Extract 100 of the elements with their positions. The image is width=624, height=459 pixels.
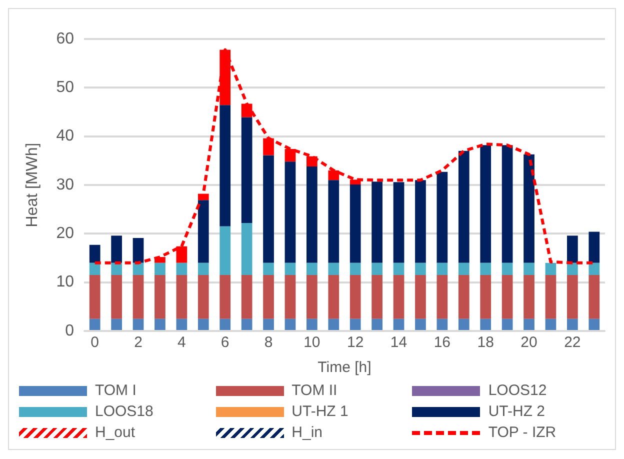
bar xyxy=(284,162,296,263)
x-tick-label: 16 xyxy=(434,334,451,352)
bar xyxy=(220,105,231,226)
bar xyxy=(458,262,470,276)
bar xyxy=(567,236,578,263)
bar xyxy=(502,262,513,276)
bar xyxy=(524,262,534,276)
bar xyxy=(263,138,274,156)
bar xyxy=(393,275,404,319)
bar xyxy=(567,275,578,319)
bar xyxy=(220,275,231,319)
x-tick-label: 22 xyxy=(564,334,581,352)
bar xyxy=(350,275,361,319)
legend-label: TOM I xyxy=(95,382,136,399)
bar xyxy=(524,275,534,319)
bar xyxy=(502,145,513,263)
bar xyxy=(263,262,274,276)
x-tick-label: 2 xyxy=(134,334,142,352)
bar xyxy=(284,262,296,276)
bar xyxy=(328,318,340,330)
y-axis-title: Heat [MWh] xyxy=(24,142,42,228)
legend-label: UT-HZ 1 xyxy=(292,403,348,420)
x-tick-label: 0 xyxy=(90,334,100,352)
bar xyxy=(545,275,556,319)
bar xyxy=(306,262,318,276)
bar xyxy=(350,180,361,185)
bar xyxy=(306,275,318,319)
bar xyxy=(567,318,578,330)
bar xyxy=(524,318,534,330)
bar xyxy=(480,145,492,263)
y-tick-label: 60 xyxy=(56,30,74,48)
bar xyxy=(132,275,144,319)
bar xyxy=(132,318,144,330)
bar xyxy=(132,262,144,276)
bar xyxy=(372,275,382,319)
legend-label: TOM II xyxy=(292,382,338,399)
bar xyxy=(436,318,448,330)
bar xyxy=(372,318,382,330)
bar xyxy=(111,275,122,319)
bar xyxy=(306,166,318,263)
x-tick-label: 18 xyxy=(477,334,494,352)
bar xyxy=(284,318,296,330)
bar xyxy=(350,262,361,276)
bar xyxy=(350,184,361,263)
x-tick-label: 10 xyxy=(304,334,320,352)
bar xyxy=(328,180,340,263)
bar xyxy=(567,262,578,276)
bar xyxy=(198,318,209,330)
bar xyxy=(241,318,252,330)
bar xyxy=(263,275,274,319)
bar xyxy=(328,170,340,180)
bar xyxy=(284,148,296,162)
bar xyxy=(89,318,100,330)
bar xyxy=(415,262,426,276)
bar xyxy=(415,180,426,263)
x-tick-label: 20 xyxy=(520,334,538,352)
bar xyxy=(588,275,600,319)
legend-label: H_out xyxy=(95,424,136,441)
legend-label: LOOS12 xyxy=(488,382,547,399)
bar xyxy=(132,238,144,263)
bar xyxy=(241,222,252,276)
bar xyxy=(415,318,426,330)
legend-label: LOOS18 xyxy=(95,403,154,420)
bar xyxy=(154,318,166,330)
bar xyxy=(328,275,340,319)
bar xyxy=(436,172,448,263)
bar xyxy=(436,275,448,319)
bar xyxy=(372,182,382,263)
bar xyxy=(588,318,600,330)
x-tick-label: 14 xyxy=(390,334,408,352)
bar xyxy=(545,262,556,276)
y-tick-label: 40 xyxy=(56,128,74,145)
legend-label: TOP - IZR xyxy=(488,424,556,441)
legend-label: UT-HZ 2 xyxy=(488,403,545,420)
bar xyxy=(241,117,252,223)
bar xyxy=(502,275,513,319)
bar xyxy=(220,226,231,276)
y-tick-label: 50 xyxy=(56,79,74,96)
legend-label: H_in xyxy=(292,424,323,441)
bar xyxy=(111,318,122,330)
bar xyxy=(111,262,122,276)
bar xyxy=(458,275,470,319)
bar xyxy=(198,200,209,263)
x-tick-label: 12 xyxy=(347,334,364,352)
bar xyxy=(154,275,166,319)
bar xyxy=(263,318,274,330)
bar xyxy=(480,275,492,319)
bar xyxy=(480,318,492,330)
bar xyxy=(241,275,252,319)
bar xyxy=(154,262,166,276)
bar xyxy=(436,262,448,276)
bar xyxy=(393,262,404,276)
y-tick-label: 0 xyxy=(65,322,74,340)
y-tick-label: 10 xyxy=(56,274,74,291)
x-axis-title: Time [h] xyxy=(318,359,372,376)
bar xyxy=(393,318,404,330)
bar xyxy=(263,155,274,263)
bar xyxy=(415,275,426,319)
bar xyxy=(284,275,296,319)
bar xyxy=(372,262,382,276)
